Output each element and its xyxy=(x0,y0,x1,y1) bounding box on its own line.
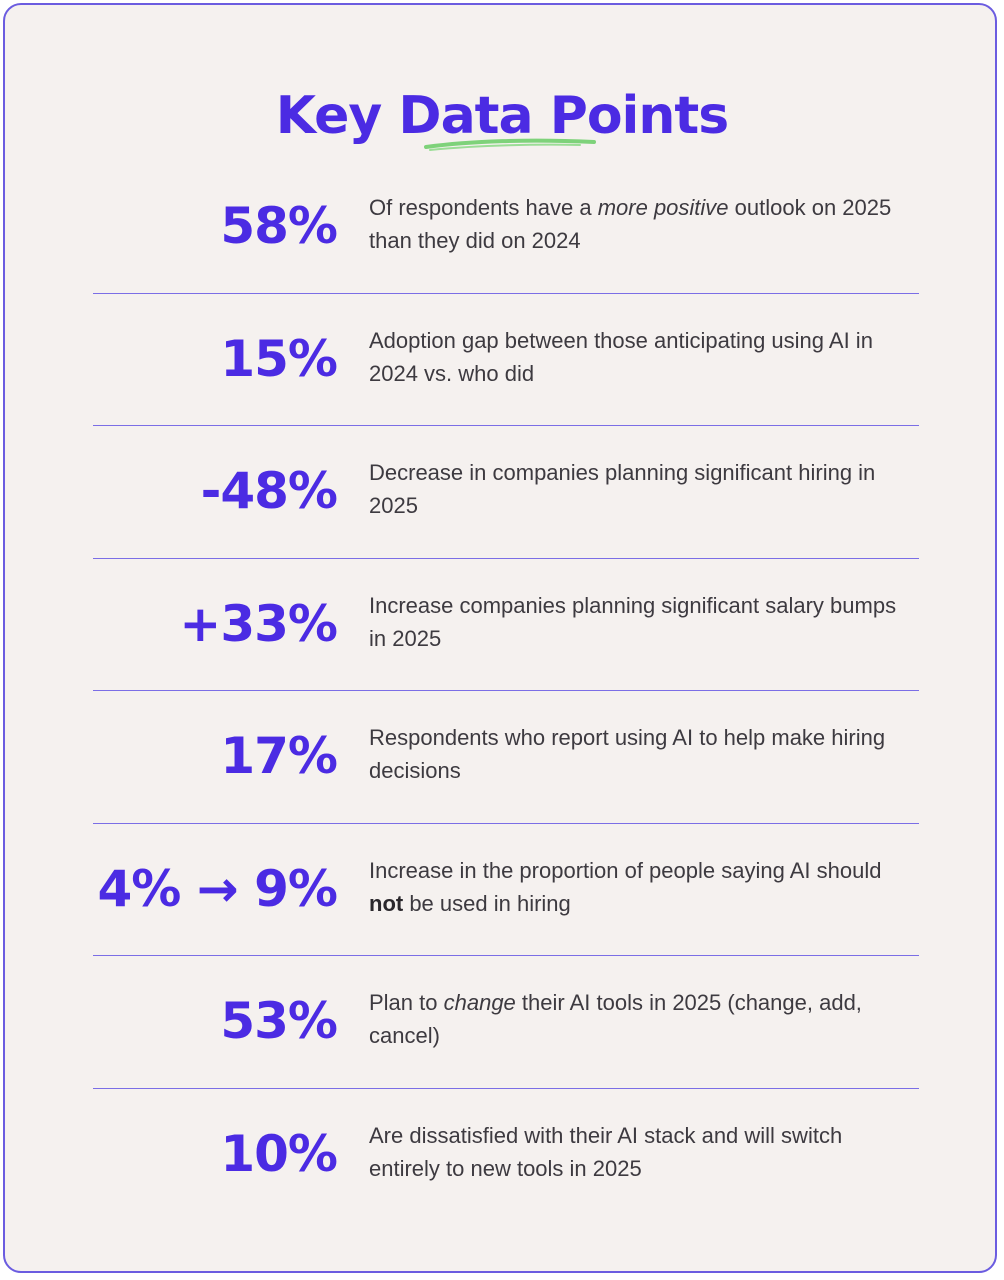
stat-value: 17% xyxy=(220,727,338,785)
stat-description: Increase companies planning significant … xyxy=(369,592,897,651)
key-data-points-card: Key Data Points 58% Of respondents have … xyxy=(3,3,997,1273)
list-item: -48% Decrease in companies planning sign… xyxy=(93,426,919,559)
stat-description: Adoption gap between those anticipating … xyxy=(369,327,873,386)
stat-value: +33% xyxy=(179,594,338,653)
list-item: 58% Of respondents have a more positive … xyxy=(93,161,919,294)
stat-value: 4% → 9% xyxy=(97,859,338,918)
stat-value: 58% xyxy=(220,197,338,255)
list-item: 10% Are dissatisfied with their AI stack… xyxy=(93,1089,919,1222)
stat-value: 15% xyxy=(220,329,338,388)
list-item: 15% Adoption gap between those anticipat… xyxy=(93,294,919,426)
stat-description: Of respondents have a more positive outl… xyxy=(369,195,892,253)
stat-description: Increase in the proportion of people say… xyxy=(369,857,882,916)
stat-value: 10% xyxy=(220,1124,338,1183)
stat-description: Are dissatisfied with their AI stack and… xyxy=(369,1122,843,1181)
bold-text: not xyxy=(369,890,404,916)
stat-value: 53% xyxy=(220,992,338,1050)
emphasis-text: change xyxy=(443,990,516,1015)
list-item: 4% → 9% Increase in the proportion of pe… xyxy=(93,824,919,956)
data-points-list: 58% Of respondents have a more positive … xyxy=(93,161,919,1221)
list-item: +33% Increase companies planning signifi… xyxy=(93,559,919,691)
stat-description: Plan to change their AI tools in 2025 (c… xyxy=(369,990,862,1048)
stat-value: -48% xyxy=(200,462,338,520)
emphasis-text: more positive xyxy=(597,195,729,220)
list-item: 53% Plan to change their AI tools in 202… xyxy=(93,956,919,1089)
title-container: Key Data Points xyxy=(5,83,999,149)
stat-description: Decrease in companies planning significa… xyxy=(369,460,876,518)
title-underline-decoration xyxy=(424,138,596,151)
list-item: 17% Respondents who report using AI to h… xyxy=(93,691,919,824)
stat-description: Respondents who report using AI to help … xyxy=(369,725,886,783)
page-title: Key Data Points xyxy=(275,86,729,146)
